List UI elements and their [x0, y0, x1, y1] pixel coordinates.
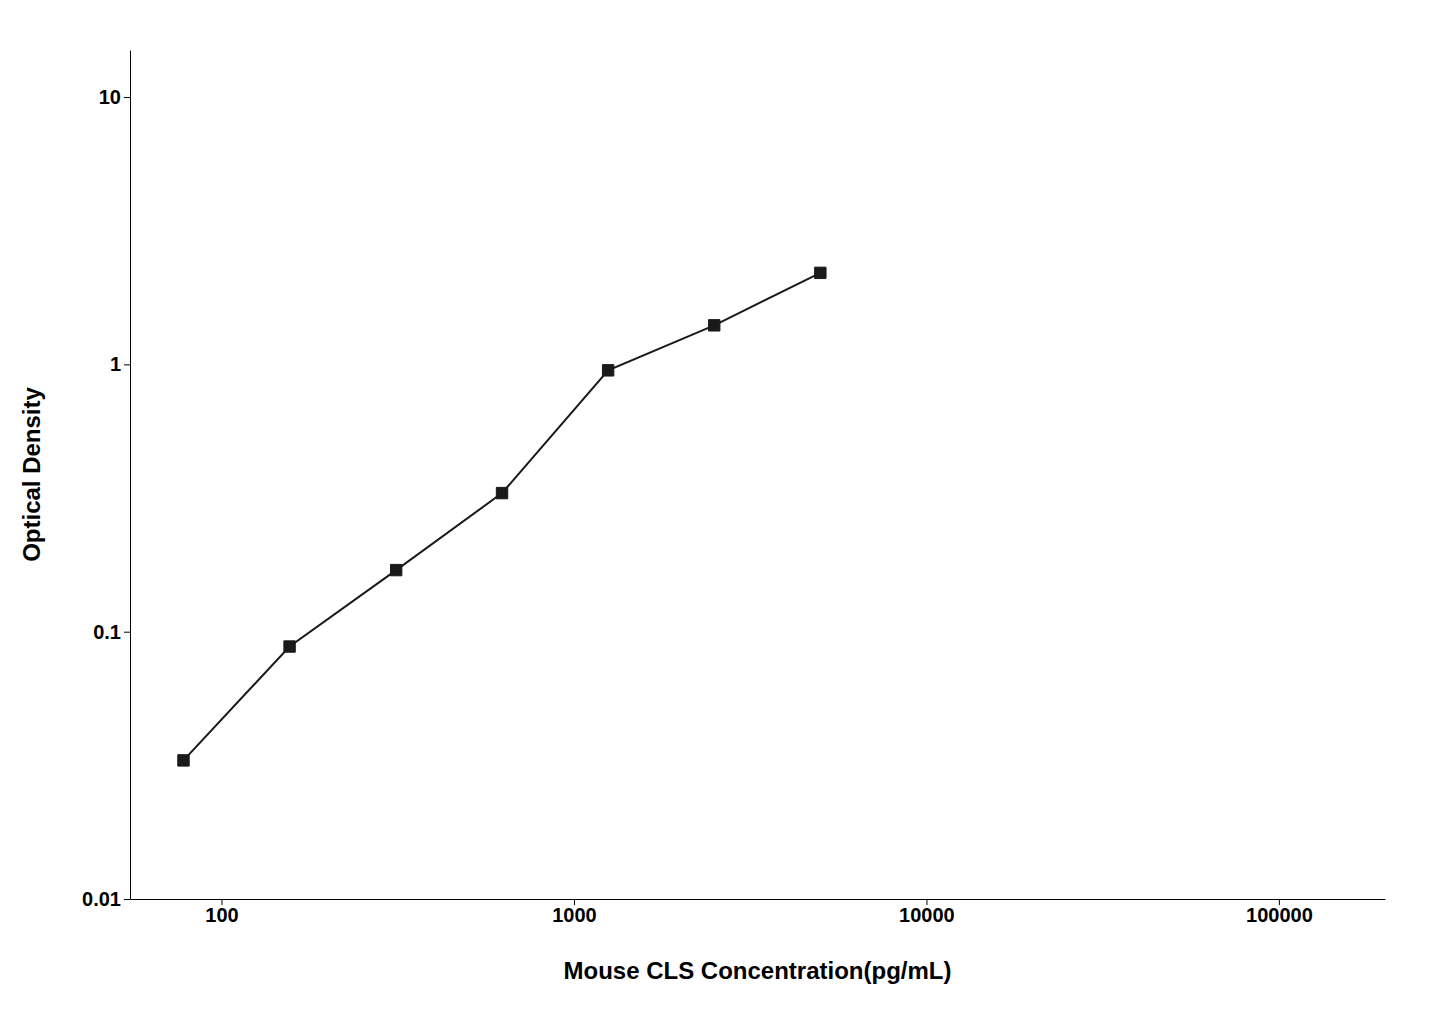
chart: 100 1000 10000 100000 0.01 0.1 1 10 Mouse CLS Co…	[0, 0, 1445, 1009]
y-axis: 0.01 0.1 1 10	[82, 51, 130, 910]
tick: 100000	[1246, 899, 1313, 926]
tick-label: 0.01	[82, 888, 121, 910]
tick-label: 1	[110, 353, 121, 375]
tick-label: 100	[205, 904, 238, 926]
x-axis: 100 1000 10000 100000	[131, 899, 1386, 926]
tick: 100	[205, 899, 238, 926]
tick-mark	[124, 364, 130, 365]
tick-label: 100000	[1246, 904, 1313, 926]
tick-label: 10	[99, 86, 121, 108]
tick: 10000	[899, 899, 955, 926]
tick: 0.1	[93, 621, 130, 643]
marker	[602, 365, 613, 376]
tick-mark	[124, 632, 130, 633]
marker	[496, 487, 507, 498]
axis-line	[131, 899, 1386, 900]
plot: 100 1000 10000 100000 0.01 0.1 1 10	[82, 51, 1385, 927]
tick: 0.01	[82, 888, 130, 910]
tick: 10	[99, 86, 130, 108]
axis-line	[130, 51, 131, 900]
line	[183, 273, 820, 761]
tick-label: 10000	[899, 904, 955, 926]
tick-label: 1000	[552, 904, 597, 926]
tick-mark	[124, 97, 130, 98]
marker	[178, 755, 189, 766]
x-axis-title: Mouse CLS Concentration(pg/mL)	[564, 957, 952, 984]
marker	[709, 320, 720, 331]
tick: 1	[110, 353, 130, 375]
tick-mark	[124, 899, 130, 900]
y-axis-title: Optical Density	[18, 386, 45, 561]
tick: 1000	[552, 899, 597, 926]
marker	[815, 267, 826, 278]
marks	[178, 267, 826, 766]
marker	[390, 564, 401, 575]
marker	[284, 641, 295, 652]
tick-label: 0.1	[93, 621, 121, 643]
